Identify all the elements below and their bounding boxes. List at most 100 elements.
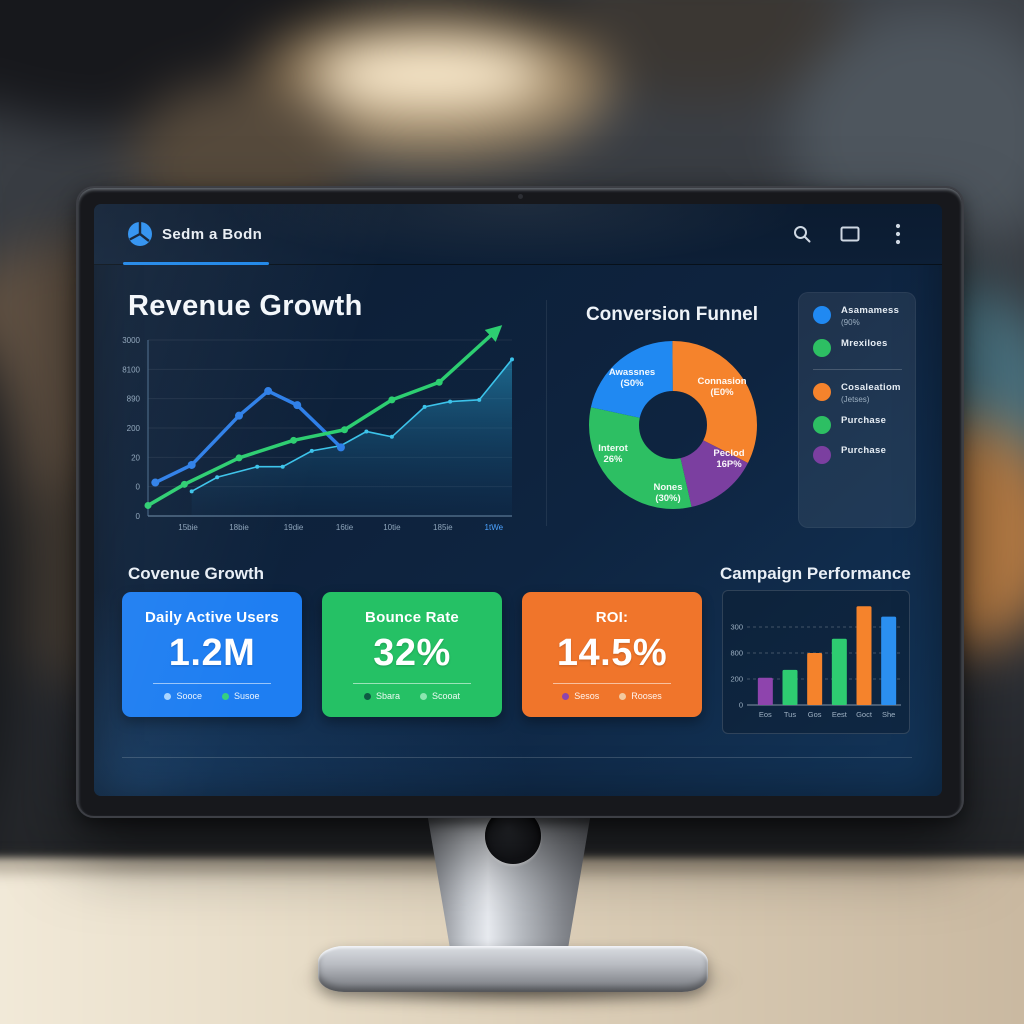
kpi-card-title: Bounce Rate [365,609,459,626]
campaign-bar[interactable] [856,606,872,705]
x-axis-tick: 15bie [178,523,198,532]
kpi-legend-label: Susoe [234,691,260,701]
kpi-card: Daily Active Users 1.2M Sooce Susoe [122,592,302,717]
kpi-legend-item: Susoe [222,691,260,701]
x-axis-tick: 1tWe [485,523,504,532]
kpi-card: Bounce Rate 32% Sbara Scooat [322,592,502,717]
funnel-slice-label: Peclod 16P% [713,448,744,470]
y-axis-tick: 20 [131,453,140,462]
legend-divider [813,369,902,370]
y-axis-tick: 0 [136,483,141,492]
legend-color-dot [813,383,831,401]
nav-active-underline [123,262,269,265]
campaign-bar[interactable] [807,653,823,705]
funnel-slice-label: Interot 26% [598,443,628,465]
bar-y-tick: 300 [730,623,743,632]
legend-item[interactable]: Cosaleatiom (Jetses) [813,382,916,404]
legend-sublabel: (Jetses) [841,395,870,404]
legend-label: Asamamess [841,305,900,316]
footer-divider [122,757,912,758]
legend-color-dot [813,339,831,357]
legend-color-dot [813,306,831,324]
lamp-light-blob [312,38,548,108]
campaign-bar-chart: 300 800 200 0 Eos Tus Gos Eest Goct She [730,606,901,719]
legend-item[interactable]: Purchase [813,415,916,434]
legend-color-dot [813,416,831,434]
kpi-legend-dot [420,692,427,700]
y-axis-tick: 3000 [122,336,140,345]
x-axis-tick: 16tie [336,523,354,532]
legend-label: Cosaleatiom [841,382,901,393]
funnel-slice-label: Nones (30%) [653,482,682,504]
bar-x-label: Tus [784,710,796,719]
y-axis-tick: 200 [127,424,141,433]
kpi-legend-item: Sooce [164,691,202,701]
kpi-card-value: 14.5% [556,632,668,674]
conversion-funnel-donut: Awassnes (S0% Connasion (E0% Peclod 16P% Inter… [589,341,757,509]
legend-item[interactable]: Mrexiloes [813,338,916,357]
x-axis-tick: 18bie [229,523,249,532]
kebab-menu-icon[interactable] [886,222,910,246]
legend-color-dot [813,446,831,464]
dashboard-screen: Sedm a Bodn Revenu [94,204,942,796]
kpi-card-legend: Sbara Scooat [322,691,502,701]
kpi-legend-dot [562,692,570,700]
kpi-legend-item: Rooses [619,691,662,701]
bar-x-label: Goct [856,710,873,719]
kpi-card-divider [153,683,271,684]
bar-x-label: Eos [759,710,772,719]
x-axis-tick: 19die [284,523,304,532]
y-axis-tick: 890 [127,395,141,404]
kpi-legend-label: Rooses [631,691,662,701]
bar-y-tick: 200 [730,675,743,684]
window-icon[interactable] [838,222,862,246]
kpi-card-legend: Sesos Rooses [522,691,702,701]
funnel-slice[interactable] [589,341,757,509]
kpi-card: ROI: 14.5% Sesos Rooses [522,592,702,717]
bar-x-label: Gos [808,710,822,719]
campaign-bar[interactable] [757,677,773,705]
app-title: Sedm a Bodn [162,225,263,243]
kpi-card-title: ROI: [595,609,629,626]
monitor: Sedm a Bodn Revenu [76,186,964,818]
campaign-performance-title: Campaign Performance [720,564,911,583]
legend-label: Purchase [841,445,887,456]
legend-label: Purchase [841,415,887,426]
y-axis-tick: 0 [136,512,141,521]
funnel-slice-label: Awassnes (S0% [609,367,655,389]
kpi-legend-label: Sesos [574,691,600,701]
kpi-legend-item: Sbara [363,691,400,701]
app-logo-icon[interactable] [126,220,154,248]
legend-item[interactable]: Purchase [813,445,916,464]
legend-item[interactable]: Asamamess (90% [813,305,916,327]
app-header: Sedm a Bodn [94,204,942,265]
webcam-dot [518,194,523,199]
monitor-stand-neck [426,808,592,954]
kpi-card-title: Daily Active Users [145,609,279,626]
kpi-card-value: 1.2M [168,632,256,674]
revenue-growth-title: Revenue Growth [128,290,363,322]
bar-x-label: She [882,710,895,719]
kpi-legend-label: Scooat [432,691,461,701]
y-axis-tick: 8100 [122,365,140,374]
kpi-legend-item: Sesos [562,691,599,701]
x-axis-tick: 185ie [433,523,453,532]
monitor-stand-base [318,946,708,992]
legend-sublabel: (90% [841,318,860,327]
campaign-bar[interactable] [782,669,798,705]
bar-y-tick: 800 [730,649,743,658]
kpi-legend-dot [222,692,229,700]
kpi-legend-item: Scooat [420,691,460,701]
funnel-slice-label: Connasion (E0% [697,376,746,398]
funnel-slice[interactable] [589,341,757,509]
search-icon[interactable] [790,222,814,246]
campaign-chart-panel: 300 800 200 0 Eos Tus Gos Eest Goct She [722,590,910,734]
campaign-bar[interactable] [881,616,897,705]
section-divider [546,300,547,526]
kpi-legend-label: Sooce [176,691,202,701]
bar-y-tick: 0 [739,701,743,710]
campaign-bar[interactable] [831,638,847,705]
kpi-card-divider [353,683,471,684]
